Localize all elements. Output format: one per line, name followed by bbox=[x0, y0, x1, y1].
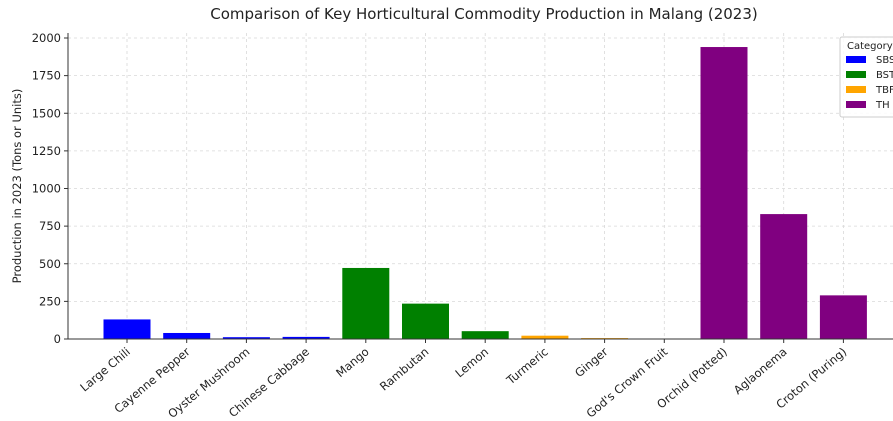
bar-3 bbox=[282, 336, 330, 339]
bar-1 bbox=[163, 332, 211, 339]
legend-swatch-tbf bbox=[846, 86, 866, 93]
legend: Category SBS BST TBF TH bbox=[839, 36, 893, 118]
legend-swatch-bst bbox=[846, 71, 866, 78]
y-ticks: 0 250 500 750 1000 1250 1500 1750 2000 bbox=[32, 31, 68, 346]
y-tick-label: 1000 bbox=[32, 182, 61, 196]
y-tick-label: 750 bbox=[39, 219, 61, 233]
legend-swatch-th bbox=[846, 101, 866, 108]
legend-label: SBS bbox=[876, 55, 893, 66]
x-tick-label: Mango bbox=[333, 345, 372, 381]
y-tick-label: 1750 bbox=[32, 69, 61, 83]
y-tick-label: 1250 bbox=[32, 144, 61, 158]
x-tick-label: Ginger bbox=[572, 344, 611, 380]
y-axis-label: Production in 2023 (Tons or Units) bbox=[10, 89, 24, 284]
bar-10 bbox=[700, 47, 748, 339]
bar-6 bbox=[461, 331, 509, 339]
legend-title: Category bbox=[847, 41, 893, 52]
x-tick-label: Rambutan bbox=[377, 345, 432, 394]
bars bbox=[103, 47, 867, 340]
chart-title: Comparison of Key Horticultural Commodit… bbox=[210, 5, 758, 23]
y-tick-label: 0 bbox=[54, 332, 61, 346]
legend-swatch-sbs bbox=[846, 56, 866, 63]
bar-2 bbox=[222, 337, 270, 339]
legend-label: TBF bbox=[875, 85, 893, 96]
x-tick-label: Turmeric bbox=[503, 345, 551, 388]
y-tick-label: 500 bbox=[39, 257, 61, 271]
y-tick-label: 250 bbox=[39, 294, 61, 308]
bar-7 bbox=[521, 335, 569, 339]
legend-label: BST bbox=[876, 70, 893, 81]
bar-5 bbox=[402, 303, 449, 339]
x-tick-label: Aglaonema bbox=[731, 345, 790, 398]
bar-4 bbox=[342, 267, 390, 339]
bar-12 bbox=[819, 295, 867, 339]
x-tick-label: Lemon bbox=[452, 345, 491, 381]
x-tick-label: Large Chili bbox=[77, 345, 133, 395]
y-tick-label: 1500 bbox=[32, 106, 61, 120]
bar-11 bbox=[760, 214, 808, 339]
legend-label: TH bbox=[875, 100, 890, 111]
bar-0 bbox=[103, 319, 151, 339]
y-tick-label: 2000 bbox=[32, 31, 61, 45]
